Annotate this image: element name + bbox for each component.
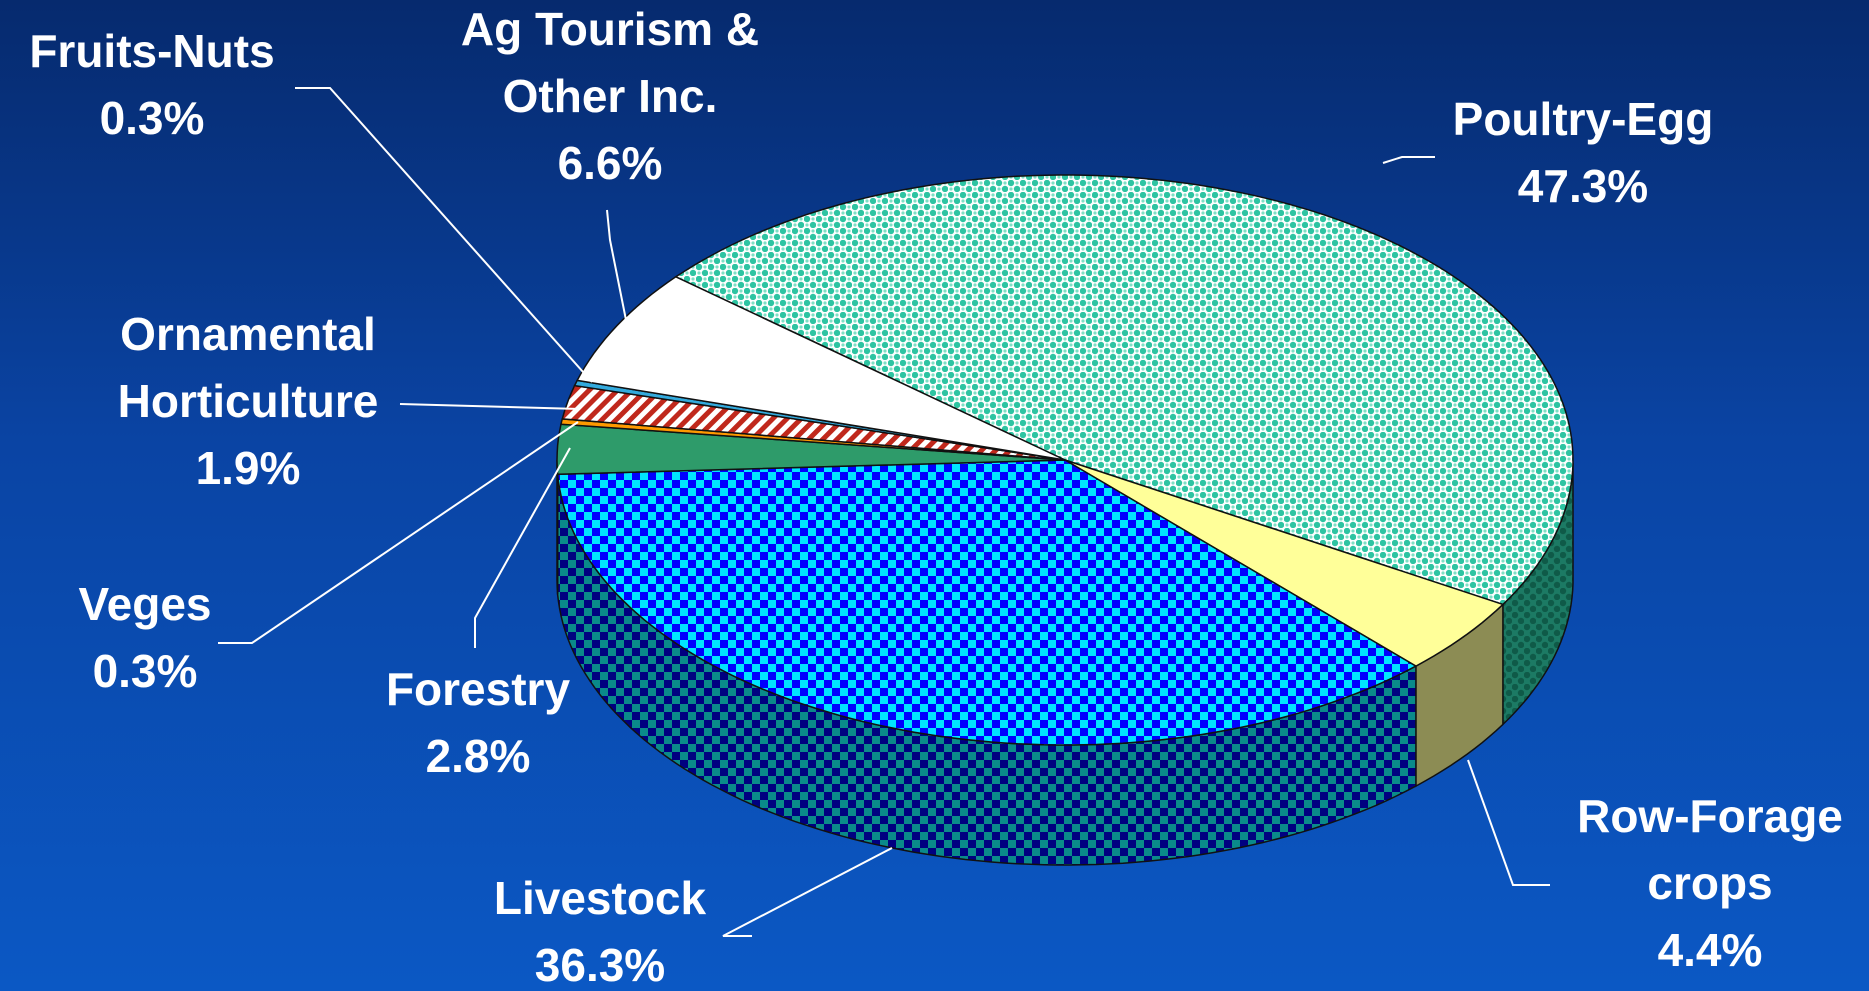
pie-layer — [556, 174, 1574, 866]
value-label-ornamental-horticulture: 1.9% — [196, 442, 301, 494]
leader-line-row-forage-crops — [1467, 759, 1550, 886]
value-label-ag-tourism-other-inc: 6.6% — [558, 137, 663, 189]
slice-side-forestry — [556, 459, 559, 595]
slice-row-forage-crops — [1064, 459, 1505, 667]
category-label-ag-tourism-other-inc-1: Other Inc. — [503, 70, 718, 122]
leader-line-veges — [218, 421, 579, 644]
leader-line-ag-tourism-other-inc — [606, 209, 629, 331]
value-label-fruits-nuts: 0.3% — [100, 92, 205, 144]
slice-livestock — [556, 459, 1418, 746]
leader-layer — [218, 87, 1550, 937]
leader-line-poultry-egg — [1382, 156, 1435, 164]
category-label-row-forage-crops-1: crops — [1647, 857, 1772, 909]
value-label-poultry-egg: 47.3% — [1518, 160, 1648, 212]
category-label-livestock-0: Livestock — [494, 872, 707, 924]
category-label-row-forage-crops-0: Row-Forage — [1577, 790, 1843, 842]
leader-line-ornamental-horticulture — [399, 403, 581, 410]
category-label-poultry-egg-0: Poultry-Egg — [1453, 93, 1714, 145]
leader-line-livestock — [722, 847, 893, 937]
category-label-fruits-nuts-0: Fruits-Nuts — [29, 25, 274, 77]
category-label-veges-0: Veges — [79, 578, 212, 630]
leader-line-fruits-nuts — [295, 87, 593, 383]
category-label-ag-tourism-other-inc-0: Ag Tourism & — [461, 3, 759, 55]
category-label-ornamental-horticulture-0: Ornamental — [120, 308, 376, 360]
value-label-forestry: 2.8% — [426, 730, 531, 782]
slice-ag-tourism-other-inc — [576, 275, 1066, 461]
value-label-livestock: 36.3% — [535, 939, 665, 991]
value-label-veges: 0.3% — [93, 645, 198, 697]
category-label-ornamental-horticulture-1: Horticulture — [118, 375, 379, 427]
slice-poultry-egg — [674, 174, 1574, 606]
category-label-forestry-0: Forestry — [386, 663, 570, 715]
leader-line-forestry — [474, 447, 571, 648]
value-label-row-forage-crops: 4.4% — [1658, 924, 1763, 976]
label-layer: Poultry-Egg 47.3% Row-Forage crops 4.4% Lives… — [29, 3, 1843, 991]
